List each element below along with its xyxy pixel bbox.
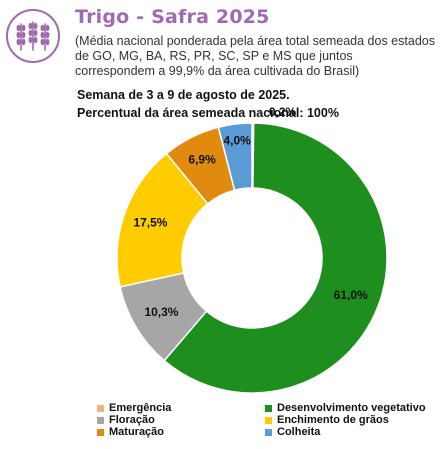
legend-label: Emergência (109, 402, 172, 414)
chart-subtitle: (Média nacional ponderada pela área tota… (75, 34, 435, 78)
slice-colheita (217, 122, 253, 192)
legend-item-colheita: Colheita (265, 426, 320, 438)
percent-note: Percentual da área semeada nacional: 100… (77, 106, 339, 120)
legend-swatch (97, 404, 104, 412)
legend-swatch (265, 428, 272, 436)
data-label-maturacao: 6,9% (188, 152, 216, 166)
legend-item-floracao: Floração (97, 414, 155, 426)
legend-label: Colheita (277, 426, 321, 438)
legend-swatch (97, 416, 104, 424)
legend-item-enchimento-de-graos: Enchimento de grãos (265, 414, 389, 426)
data-label-floracao: 10,3% (144, 305, 178, 319)
legend-label: Enchimento de grãos (277, 414, 389, 426)
wheat-icon (6, 9, 60, 63)
legend-label: Maturação (109, 426, 165, 438)
legend-label: Floração (109, 414, 155, 426)
week-label: Semana de 3 a 9 de agosto de 2025. (77, 88, 290, 102)
legend-swatch (97, 428, 104, 436)
legend-item-emergencia: Emergência (97, 402, 171, 414)
data-label-desenvolvimento-vegetativo: 61,0% (334, 288, 368, 302)
legend-swatch (265, 404, 272, 412)
legend-item-desenvolvimento-vegetativo: Desenvolvimento vegetativo (265, 402, 426, 414)
data-label-colheita: 4,0% (223, 133, 251, 147)
legend-swatch (265, 416, 272, 424)
data-label-enchimento-de-graos: 17,5% (133, 216, 167, 230)
data-label-emergencia: 0,2% (269, 105, 297, 119)
legend-item-maturacao: Maturação (97, 426, 164, 438)
chart-title: Trigo - Safra 2025 (75, 6, 270, 28)
slice-desenvolvimento-vegetativo (163, 122, 388, 394)
legend-label: Desenvolvimento vegetativo (277, 402, 426, 414)
